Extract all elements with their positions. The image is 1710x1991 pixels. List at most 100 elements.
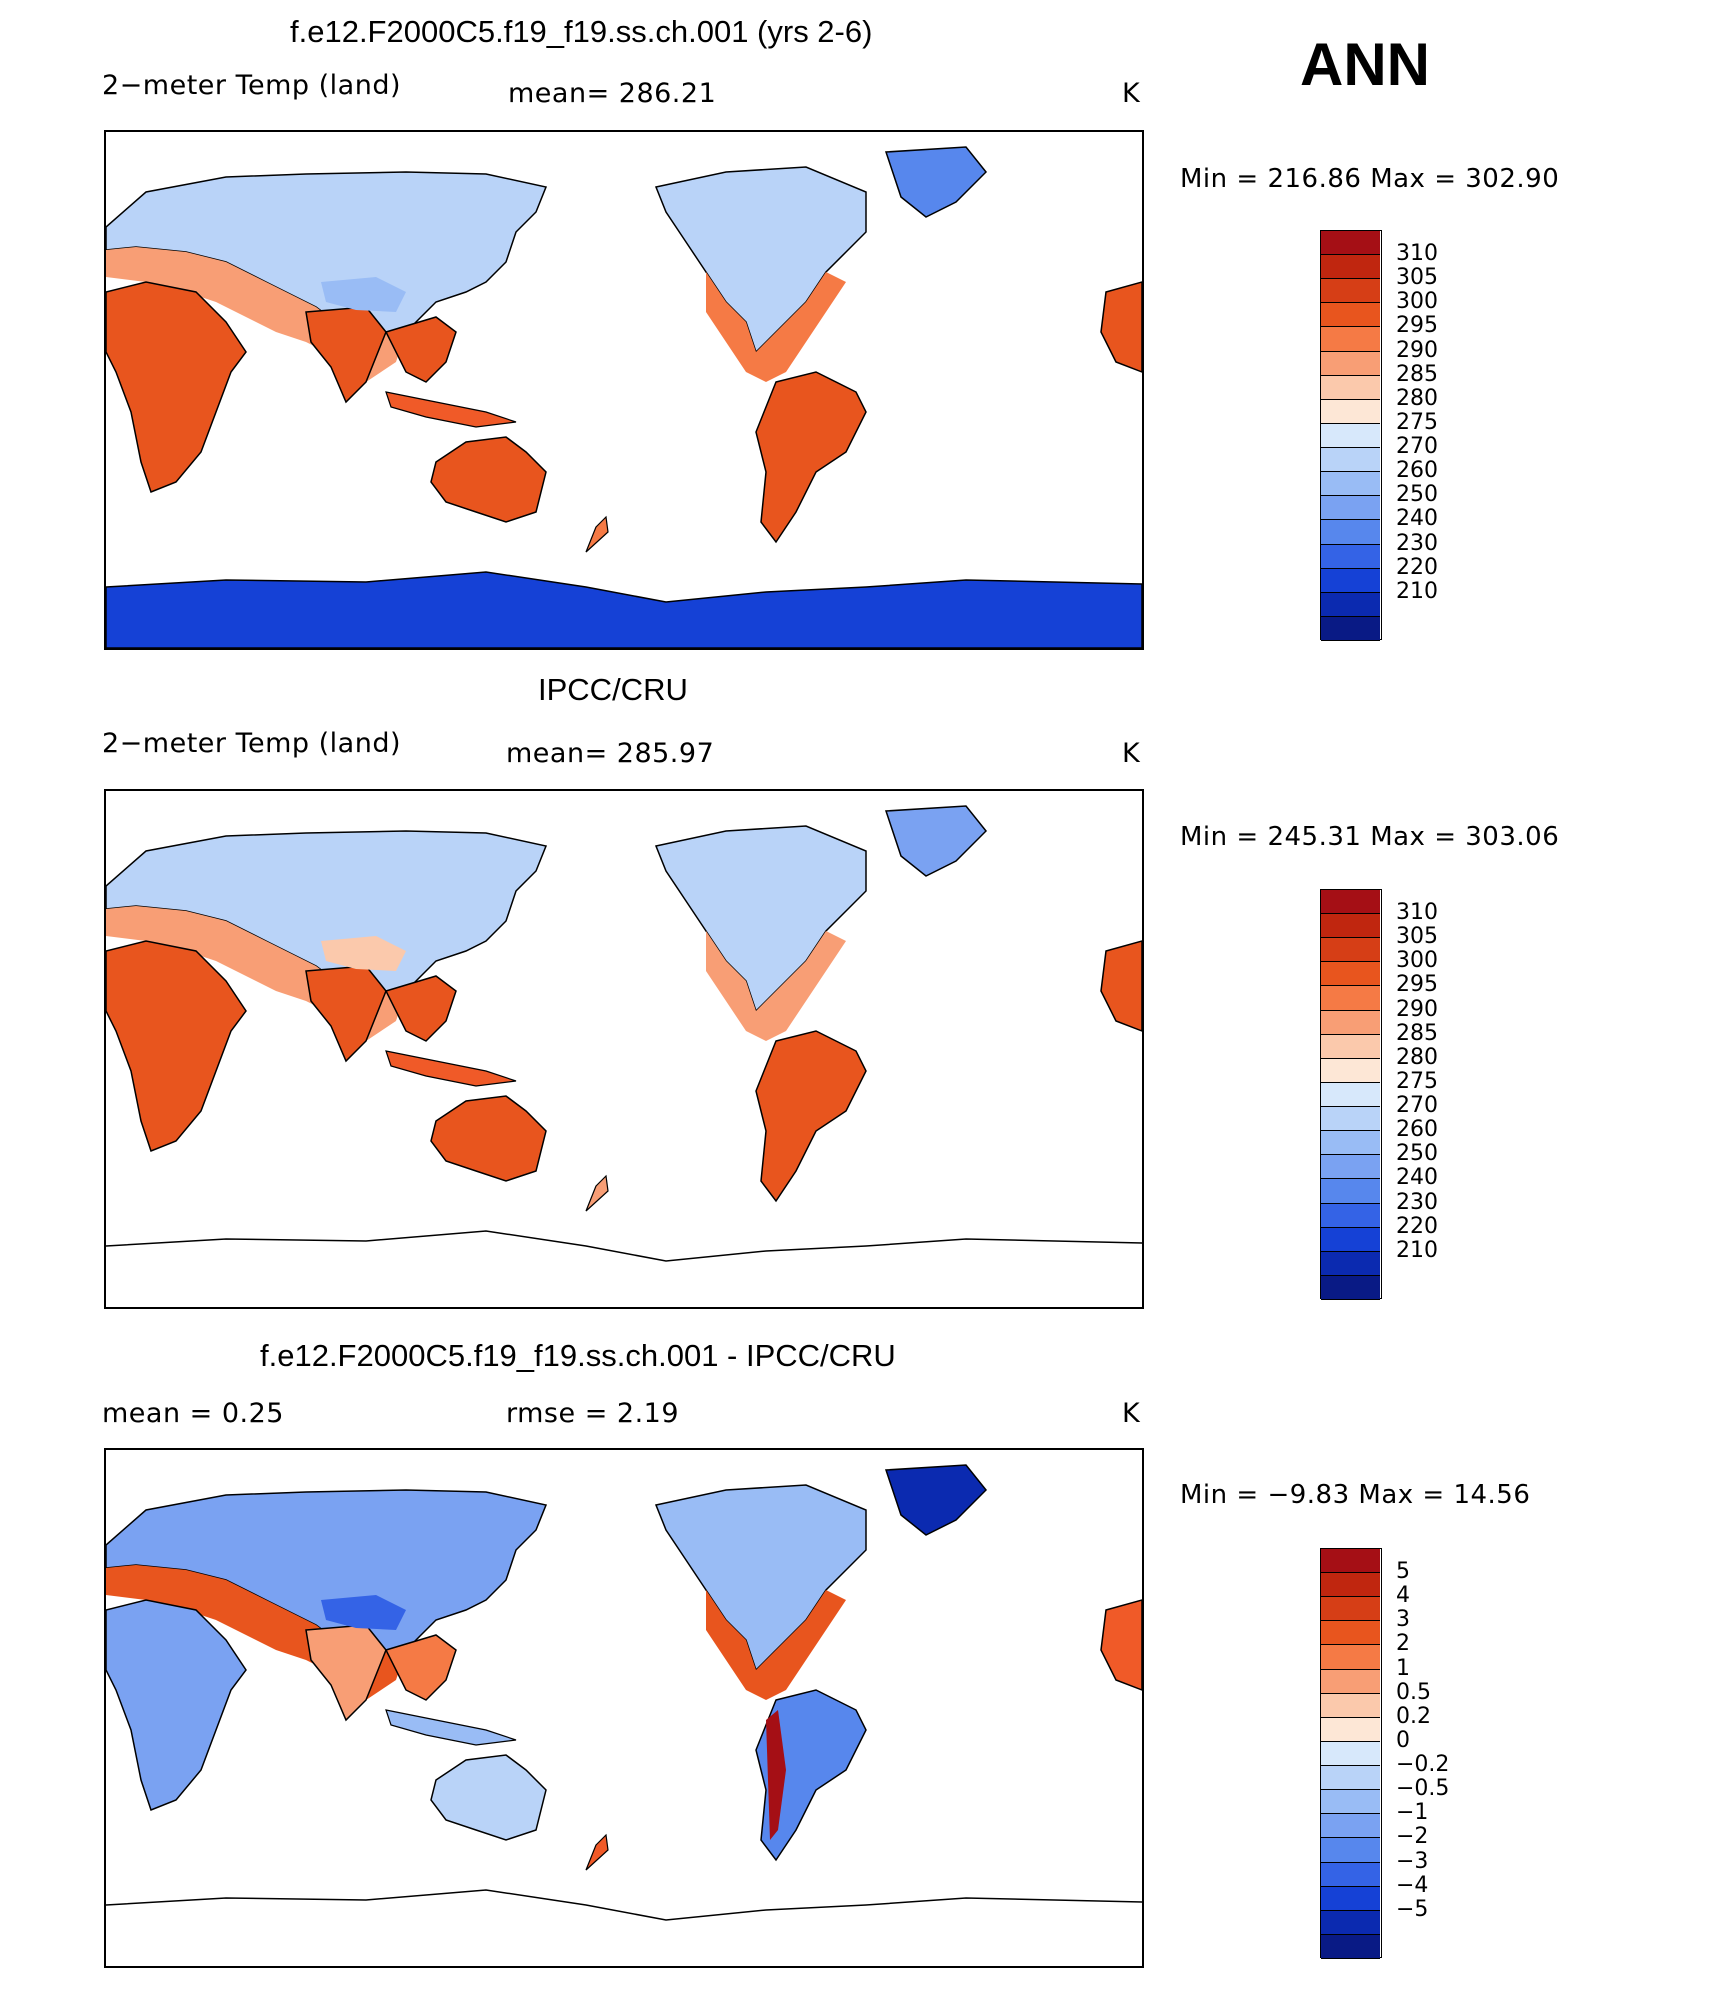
landmass-antarctica-outline [106, 1230, 1142, 1262]
colorbar-diff-bin [1321, 1693, 1380, 1718]
landmass-new-zealand [585, 1174, 609, 1212]
landmass-antarctica-outline [106, 1889, 1142, 1921]
colorbar-obs-bin [1321, 1107, 1380, 1132]
colorbar-diff-bin [1321, 1597, 1380, 1622]
map-obs [104, 789, 1144, 1309]
colorbar-diff-label: 2 [1396, 1631, 1410, 1657]
panel-model-title: f.e12.F2000C5.f19_f19.ss.ch.001 (yrs 2-6… [290, 14, 873, 49]
landmass-india [305, 965, 387, 1063]
colorbar-diff-bin [1321, 1790, 1380, 1815]
landmass-indonesia [385, 391, 517, 428]
colorbar-diff-bin [1321, 1549, 1380, 1574]
colorbar-model-label: 220 [1396, 554, 1438, 580]
landmass-australia [430, 436, 547, 523]
colorbar-obs-bin [1321, 1203, 1380, 1228]
panel-diff-rmse: rmse = 2.19 [506, 1398, 680, 1429]
panel-diff-units: K [1122, 1398, 1141, 1429]
colorbar-obs-bin [1321, 914, 1380, 939]
colorbar-model-bin [1321, 327, 1380, 352]
colorbar-obs-label: 220 [1396, 1213, 1438, 1239]
landmass-greenland [884, 146, 988, 218]
landmass-north-america-south [706, 272, 846, 382]
colorbar-obs-bin [1321, 890, 1380, 915]
landmass-greenland [884, 805, 988, 877]
colorbar-obs-label: 210 [1396, 1237, 1438, 1263]
colorbar-diff-bin [1321, 1838, 1380, 1863]
colorbar-diff-bin [1321, 1741, 1380, 1767]
landmass-north-america-south [706, 931, 846, 1041]
colorbar-model-bin [1321, 520, 1380, 545]
colorbar-model-label: 260 [1396, 458, 1438, 484]
colorbar-diff-label: 4 [1396, 1583, 1410, 1609]
colorbar-diff-bin [1321, 1814, 1380, 1839]
colorbar-diff-label: 1 [1396, 1655, 1410, 1681]
map-model [104, 130, 1144, 650]
colorbar-obs-bin [1321, 1082, 1380, 1108]
colorbar-model-bin [1321, 616, 1380, 641]
landmass-africa [106, 1599, 247, 1811]
panel-model-mean: mean= 286.21 [508, 78, 717, 109]
colorbar-obs-bin [1321, 1010, 1380, 1035]
colorbar-obs-bin [1321, 1155, 1380, 1180]
landmass-north-america [654, 825, 867, 1013]
colorbar-diff-label: 0 [1396, 1727, 1410, 1753]
colorbar-diff-bin [1321, 1886, 1380, 1911]
colorbar-diff-bin [1321, 1910, 1380, 1935]
colorbar-obs-label: 270 [1396, 1093, 1438, 1119]
colorbar-obs-box [1320, 889, 1382, 1300]
colorbar-model-label: 295 [1396, 313, 1438, 339]
colorbar-obs-bin [1321, 1131, 1380, 1156]
colorbar-obs-label: 300 [1396, 948, 1438, 974]
landmass-africa-right [1100, 1599, 1142, 1691]
colorbar-diff-label: −4 [1396, 1872, 1429, 1898]
landmass-new-zealand [585, 1833, 609, 1871]
colorbar-diff-bin [1321, 1621, 1380, 1646]
colorbar-model-bin [1321, 279, 1380, 304]
landmass-south-america [755, 1689, 867, 1862]
colorbar-obs-bin [1321, 1034, 1380, 1059]
colorbar-diff-label: 5 [1396, 1559, 1410, 1585]
panel-diff-mean: mean = 0.25 [102, 1398, 284, 1429]
landmass-north-america [654, 166, 867, 354]
colorbar-obs-bin [1321, 962, 1380, 987]
colorbar-diff-label: 3 [1396, 1607, 1410, 1633]
colorbar-model-bin [1321, 592, 1380, 617]
panel-obs-mean: mean= 285.97 [506, 738, 715, 769]
colorbar-obs-bin [1321, 1251, 1380, 1276]
season-label: ANN [1300, 31, 1430, 98]
colorbar-model-label: 300 [1396, 289, 1438, 315]
panel-model-units: K [1122, 78, 1141, 109]
landmass-tibet [321, 1595, 406, 1630]
landmass-andes [766, 1710, 786, 1840]
colorbar-diff-bin [1321, 1862, 1380, 1887]
colorbar-diff-label: 0.5 [1396, 1679, 1431, 1705]
panel-diff-title: f.e12.F2000C5.f19_f19.ss.ch.001 - IPCC/C… [260, 1338, 896, 1373]
colorbar-diff-bin [1321, 1934, 1380, 1959]
landmass-india [305, 1624, 387, 1722]
colorbar-diff-bin [1321, 1766, 1380, 1791]
landmass-north-america [654, 1484, 867, 1672]
landmass-africa-right [1100, 940, 1142, 1032]
colorbar-model-label: 305 [1396, 265, 1438, 291]
landmass-greenland [884, 1464, 988, 1536]
colorbar-diff-label: −1 [1396, 1800, 1429, 1826]
landmass-se-asia [384, 316, 457, 383]
colorbar-model-label: 275 [1396, 409, 1438, 435]
landmass-africa-right [1100, 281, 1142, 373]
colorbar-obs-bin [1321, 1227, 1380, 1252]
colorbar-obs-label: 280 [1396, 1044, 1438, 1070]
colorbar-obs-label: 275 [1396, 1068, 1438, 1094]
colorbar-model-bin [1321, 568, 1380, 593]
map-diff-svg [106, 1464, 1142, 1921]
colorbar-obs-label: 285 [1396, 1020, 1438, 1046]
colorbar-model-label: 310 [1396, 241, 1438, 267]
colorbar-obs-bin [1321, 1179, 1380, 1204]
colorbar-diff-label: −0.2 [1396, 1752, 1450, 1778]
panel-obs-units: K [1122, 738, 1141, 769]
colorbar-model-label: 230 [1396, 530, 1438, 556]
landmass-antarctica [106, 571, 1142, 648]
colorbar-model-bin [1321, 472, 1380, 497]
colorbar-obs-bin [1321, 986, 1380, 1011]
landmass-indonesia [385, 1050, 517, 1087]
landmass-australia [430, 1754, 547, 1841]
